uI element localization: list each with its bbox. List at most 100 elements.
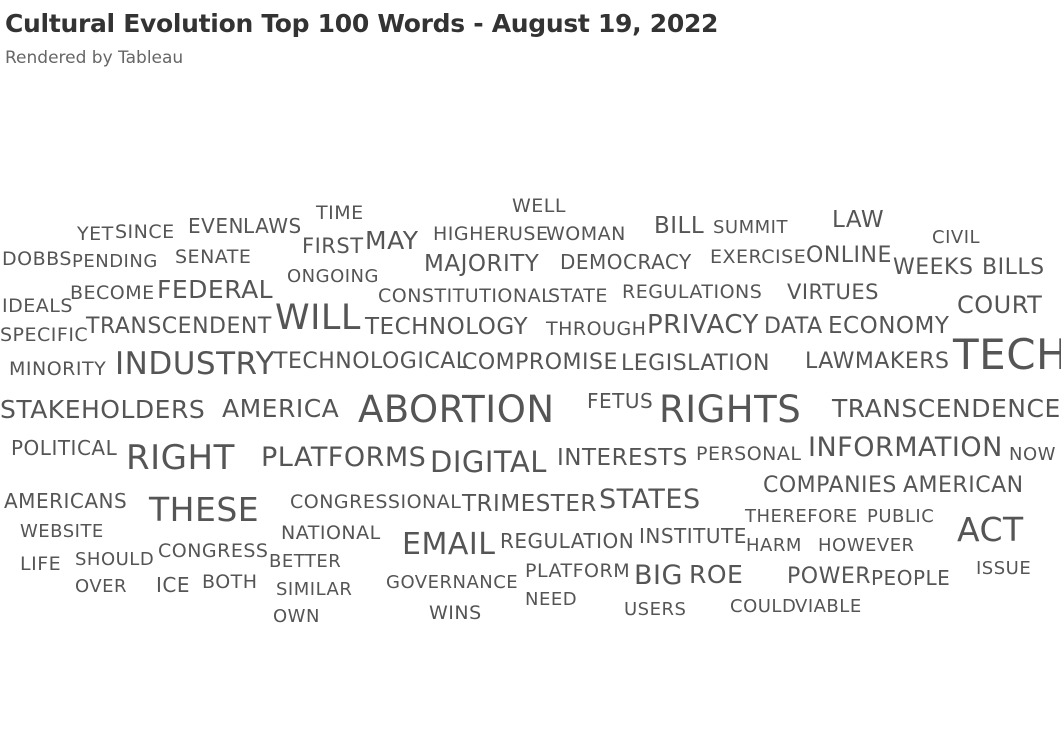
word-interests: INTERESTS <box>557 444 688 471</box>
word-federal: FEDERAL <box>157 275 274 304</box>
word-these: THESE <box>149 489 260 529</box>
word-laws: LAWS <box>243 213 302 238</box>
word-ideals: IDEALS <box>2 294 73 317</box>
word-public: PUBLIC <box>867 506 935 528</box>
word-abortion: ABORTION <box>358 387 555 431</box>
word-compromise: COMPROMISE <box>462 349 618 375</box>
word-lawmakers: LAWMAKERS <box>805 348 950 374</box>
word-life: LIFE <box>20 552 62 575</box>
word-stakeholders: STAKEHOLDERS <box>0 395 206 424</box>
word-online: ONLINE <box>806 242 892 268</box>
word-platform: PLATFORM <box>525 559 631 582</box>
word-harm: HARM <box>746 535 802 557</box>
word-civil: CIVIL <box>932 227 981 249</box>
word-companies: COMPANIES <box>763 472 897 498</box>
word-minority: MINORITY <box>9 357 107 380</box>
word-even: EVEN <box>188 213 244 238</box>
word-first: FIRST <box>302 233 364 258</box>
word-wins: WINS <box>429 601 482 624</box>
word-state: STATE <box>548 284 608 307</box>
word-big: BIG <box>634 560 683 592</box>
word-email: EMAIL <box>402 527 496 563</box>
word-regulation: REGULATION <box>500 528 635 553</box>
word-senate: SENATE <box>175 245 252 268</box>
word-need: NEED <box>525 589 578 611</box>
word-power: POWER <box>787 563 872 589</box>
word-pending: PENDING <box>72 251 158 273</box>
word-data: DATA <box>764 313 823 339</box>
word-own: OWN <box>273 606 320 628</box>
word-time: TIME <box>316 201 364 224</box>
word-governance: GOVERNANCE <box>386 572 519 594</box>
word-rights: RIGHTS <box>659 387 802 431</box>
word-specific: SPECIFIC <box>0 323 89 346</box>
word-majority: MAJORITY <box>424 250 540 277</box>
word-issue: ISSUE <box>976 558 1032 580</box>
word-information: INFORMATION <box>808 432 1003 464</box>
chart-title: Cultural Evolution Top 100 Words - Augus… <box>5 9 719 38</box>
word-therefore: THEREFORE <box>745 506 858 528</box>
word-institute: INSTITUTE <box>639 523 747 548</box>
word-both: BOTH <box>202 570 258 593</box>
word-yet: YET <box>77 222 114 245</box>
word-right: RIGHT <box>126 437 235 478</box>
word-americans: AMERICANS <box>4 488 128 513</box>
word-industry: INDUSTRY <box>115 346 275 383</box>
word-economy: ECONOMY <box>828 312 950 339</box>
word-may: MAY <box>365 226 419 255</box>
word-weeks: WEEKS <box>893 254 974 280</box>
word-national: NATIONAL <box>281 521 381 544</box>
word-similar: SIMILAR <box>276 579 353 601</box>
word-users: USERS <box>624 599 687 621</box>
word-people: PEOPLE <box>871 565 951 590</box>
word-will: WILL <box>275 297 361 338</box>
word-personal: PERSONAL <box>696 442 802 465</box>
word-congressional: CONGRESSIONAL <box>290 490 462 513</box>
word-through: THROUGH <box>546 317 647 340</box>
word-become: BECOME <box>70 281 155 304</box>
word-website: WEBSITE <box>20 521 104 543</box>
word-viable: VIABLE <box>795 596 862 618</box>
word-transcendent: TRANSCENDENT <box>86 313 272 339</box>
word-court: COURT <box>957 290 1043 319</box>
word-roe: ROE <box>689 560 744 589</box>
word-constitutional: CONSTITUTIONAL <box>378 284 553 307</box>
word-transcendence: TRANSCENDENCE <box>832 394 1061 423</box>
word-democracy: DEMOCRACY <box>560 249 692 274</box>
word-ice: ICE <box>156 572 190 597</box>
word-use: USE <box>509 222 549 245</box>
word-over: OVER <box>75 576 128 598</box>
word-higher: HIGHER <box>433 222 511 245</box>
word-summit: SUMMIT <box>713 217 788 239</box>
word-woman: WOMAN <box>546 222 626 245</box>
word-fetus: FETUS <box>587 388 654 413</box>
word-could: COULD <box>730 596 797 618</box>
word-should: SHOULD <box>75 549 155 571</box>
word-political: POLITICAL <box>11 435 118 460</box>
word-now: NOW <box>1009 444 1056 466</box>
word-trimester: TRIMESTER <box>462 490 597 517</box>
word-american: AMERICAN <box>903 472 1024 498</box>
word-legislation: LEGISLATION <box>621 350 770 376</box>
word-bill: BILL <box>654 212 705 239</box>
word-states: STATES <box>599 484 701 516</box>
word-regulations: REGULATIONS <box>622 280 763 303</box>
word-law: LAW <box>832 206 885 233</box>
word-well: WELL <box>512 194 566 217</box>
word-platforms: PLATFORMS <box>261 442 427 474</box>
word-bills: BILLS <box>982 254 1045 280</box>
word-america: AMERICA <box>222 394 340 423</box>
word-virtues: VIRTUES <box>787 279 879 304</box>
word-better: BETTER <box>269 551 342 573</box>
word-exercise: EXERCISE <box>710 245 807 268</box>
word-technological: TECHNOLOGICAL <box>274 348 469 374</box>
word-congress: CONGRESS <box>158 539 269 562</box>
word-ongoing: ONGOING <box>287 266 379 288</box>
word-however: HOWEVER <box>818 535 915 557</box>
word-tech: TECH <box>953 330 1061 380</box>
word-privacy: PRIVACY <box>647 310 759 341</box>
word-digital: DIGITAL <box>430 445 547 480</box>
word-act: ACT <box>957 509 1024 549</box>
word-dobbs: DOBBS <box>2 247 72 270</box>
